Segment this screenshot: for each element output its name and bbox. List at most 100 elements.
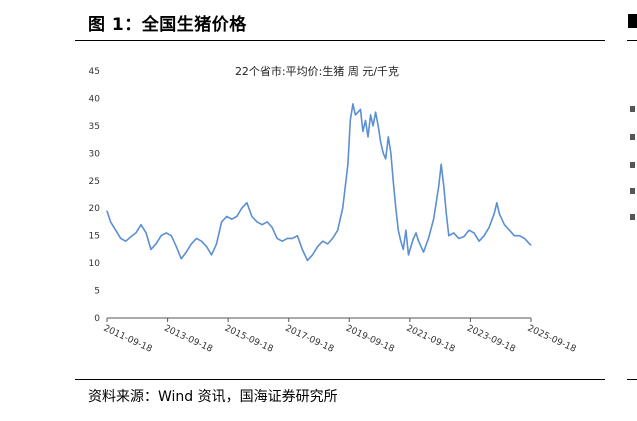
data-point — [261, 224, 263, 226]
data-point — [327, 243, 329, 245]
data-point — [496, 202, 498, 204]
data-point — [412, 237, 415, 239]
data-point — [508, 229, 510, 231]
data-point — [402, 248, 404, 250]
y-tick-label: 45 — [89, 67, 100, 77]
data-point — [458, 237, 460, 239]
data-point — [221, 221, 223, 223]
data-point — [226, 215, 228, 218]
x-axis: 2011-09-18 2013-09-18 2015-09-18 2017-09-18… — [102, 317, 578, 355]
data-point — [165, 232, 167, 234]
data-point — [180, 258, 182, 260]
y-tick-label: 5 — [94, 287, 100, 297]
data-point — [435, 202, 437, 204]
data-point — [367, 136, 369, 138]
data-point — [362, 130, 364, 132]
data-point — [200, 240, 203, 242]
y-tick-label: 40 — [89, 94, 101, 104]
data-point — [503, 224, 505, 226]
data-point — [115, 229, 117, 231]
data-point — [342, 207, 344, 209]
data-point — [322, 240, 324, 242]
data-point — [206, 246, 208, 248]
data-point — [354, 114, 356, 116]
data-point — [170, 235, 172, 237]
data-point — [241, 207, 243, 209]
data-point — [185, 251, 187, 253]
data-point — [418, 240, 420, 242]
data-point — [438, 185, 440, 187]
bottom-rule — [75, 379, 605, 380]
data-point — [498, 213, 500, 215]
data-point — [513, 235, 515, 237]
data-point — [422, 251, 425, 253]
data-point — [382, 152, 384, 154]
data-point — [440, 163, 442, 165]
data-point — [357, 111, 359, 113]
adjacent-panel-text-fragment — [630, 162, 635, 168]
data-point — [370, 114, 372, 116]
data-point — [390, 152, 392, 154]
adjacent-panel-title-fragment — [628, 14, 637, 28]
data-point — [392, 180, 394, 182]
y-tick-label: 15 — [89, 232, 100, 242]
data-point — [140, 224, 142, 226]
data-point — [175, 246, 177, 248]
y-axis: 0 5 10 15 20 25 30 35 40 45 — [89, 67, 101, 324]
data-point — [160, 235, 162, 237]
data-point — [468, 229, 470, 231]
data-point — [195, 237, 198, 239]
data-point — [337, 229, 339, 231]
data-point — [311, 254, 314, 256]
data-point — [523, 237, 526, 239]
data-point — [473, 232, 475, 234]
adjacent-panel-text-fragment — [630, 106, 635, 112]
data-point — [125, 240, 127, 242]
chart-title: 22个省市:平均价:生猪 周 元/千克 — [235, 64, 399, 78]
y-tick-label: 20 — [89, 204, 101, 214]
data-point — [387, 136, 389, 138]
data-point — [410, 246, 412, 248]
adjacent-panel-text-fragment — [630, 134, 635, 140]
x-tick-label: 2023-09-18 — [465, 324, 517, 355]
data-point — [483, 235, 485, 237]
data-point — [359, 108, 362, 110]
data-point — [372, 125, 374, 127]
series-line — [106, 103, 532, 262]
data-point — [415, 232, 417, 234]
plot-area — [106, 103, 532, 262]
data-point — [306, 259, 308, 261]
data-point — [190, 243, 192, 245]
data-point — [493, 213, 495, 215]
adjacent-panel-bottom-rule — [627, 379, 637, 380]
figure-title: 图 1：全国生猪价格 — [88, 15, 247, 35]
data-point — [210, 254, 213, 256]
y-tick-label: 35 — [89, 122, 100, 132]
data-point — [395, 207, 397, 209]
x-tick-label: 2013-09-18 — [162, 324, 214, 355]
x-tick-label: 2019-09-18 — [344, 324, 396, 355]
x-tick-label: 2017-09-18 — [283, 324, 335, 355]
data-point — [433, 218, 435, 220]
data-point — [400, 240, 402, 242]
data-point — [377, 125, 379, 127]
adjacent-panel-text-fragment — [630, 188, 635, 194]
data-point — [530, 244, 532, 246]
data-point — [266, 221, 268, 223]
data-point — [145, 232, 147, 234]
data-point — [286, 237, 288, 239]
data-point — [236, 215, 238, 218]
y-tick-label: 0 — [94, 314, 100, 324]
data-point — [453, 232, 455, 234]
data-point — [271, 226, 273, 228]
data-point — [529, 243, 531, 245]
data-point — [296, 235, 298, 237]
data-point — [281, 240, 283, 242]
adjacent-panel-text-fragment — [630, 214, 635, 220]
data-point — [385, 158, 387, 160]
data-point — [364, 119, 367, 121]
data-point — [443, 185, 445, 187]
data-point — [445, 213, 447, 215]
data-point — [405, 229, 407, 231]
